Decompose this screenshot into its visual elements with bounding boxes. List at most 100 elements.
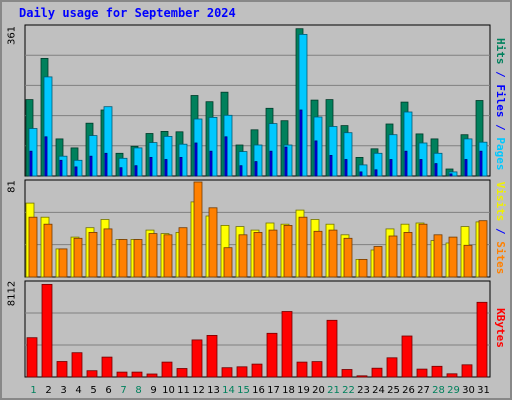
pages-bar — [403, 111, 413, 177]
sites-bar — [268, 229, 278, 278]
kbytes-bar — [476, 301, 488, 378]
files-bar — [479, 150, 483, 177]
files-bar — [254, 161, 258, 177]
pages-bar — [118, 157, 128, 177]
kbytes-bar — [446, 373, 458, 378]
sites-bar — [193, 181, 203, 278]
kbytes-bar — [296, 361, 308, 378]
pages-bar — [328, 126, 338, 177]
files-bar — [209, 150, 213, 177]
day-label: 21 — [327, 385, 340, 396]
files-bar — [449, 173, 453, 177]
files-bar — [89, 155, 93, 177]
sites-bar — [103, 228, 113, 278]
kbytes-bar — [221, 367, 233, 378]
pages-bar — [418, 142, 428, 177]
legend-segment: / — [494, 64, 507, 85]
pages-bar — [463, 138, 473, 177]
sites-bar — [373, 246, 383, 278]
kbytes-bar — [236, 366, 248, 378]
legend-segment: / — [494, 117, 507, 138]
hits-ymax-label: 361 — [6, 25, 18, 46]
visits-ymax-label: 81 — [6, 180, 18, 193]
day-label: 24 — [372, 385, 385, 396]
pages-bar — [73, 159, 83, 177]
files-bar — [44, 136, 48, 177]
day-label: 6 — [105, 385, 111, 396]
day-label: 17 — [267, 385, 280, 396]
legend-segment: Files — [494, 84, 507, 118]
kbytes-bar — [146, 373, 158, 378]
day-label: 5 — [90, 385, 96, 396]
kbytes-legend: KBytes — [493, 265, 507, 391]
files-bar — [389, 159, 393, 177]
files-bar — [344, 159, 348, 177]
files-bar — [179, 156, 183, 177]
day-label: 2 — [45, 385, 51, 396]
day-label: 16 — [252, 385, 265, 396]
kbytes-bar — [161, 361, 173, 378]
pages-bar — [238, 151, 248, 177]
kbytes-bar — [56, 361, 68, 378]
pages-bar — [163, 135, 173, 177]
pages-bar — [358, 164, 368, 177]
sites-bar — [223, 247, 233, 278]
day-label: 12 — [192, 385, 205, 396]
kbytes-bar — [101, 356, 113, 378]
day-label: 11 — [177, 385, 190, 396]
files-bar — [329, 154, 333, 177]
sites-bar — [358, 258, 368, 278]
day-label: 10 — [162, 385, 175, 396]
day-label: 31 — [477, 385, 490, 396]
sites-bar — [208, 207, 218, 278]
chart-panels — [24, 24, 491, 378]
files-bar — [134, 165, 138, 177]
kbytes-bar — [251, 363, 263, 378]
sites-bar — [478, 220, 488, 278]
pages-bar — [298, 34, 308, 177]
kbytes-bar — [266, 332, 278, 378]
pages-bar — [208, 117, 218, 177]
pages-bar — [133, 147, 143, 177]
kbytes-bar — [176, 368, 188, 378]
pages-bar — [373, 152, 383, 177]
legend-segment: Hits — [494, 38, 507, 65]
pages-bar — [88, 135, 98, 177]
pages-bar — [448, 171, 458, 177]
pages-bar — [193, 118, 203, 177]
kbytes-bar — [131, 371, 143, 378]
kbytes-bar — [41, 283, 53, 378]
day-label: 26 — [402, 385, 415, 396]
sites-bar — [133, 239, 143, 278]
kbytes-bar — [26, 337, 38, 378]
files-bar — [359, 171, 363, 177]
sites-bar — [148, 233, 158, 278]
files-bar — [299, 109, 303, 177]
files-bar — [284, 146, 288, 177]
sites-bar — [253, 231, 263, 278]
files-bar — [374, 169, 378, 177]
kbytes-bar — [371, 367, 383, 378]
kbytes-bar — [356, 375, 368, 378]
sites-bar — [448, 236, 458, 278]
files-bar — [29, 150, 33, 177]
day-label: 29 — [447, 385, 460, 396]
sites-bar — [463, 244, 473, 278]
day-label: 30 — [462, 385, 475, 396]
pages-bar — [478, 141, 488, 177]
files-bar — [269, 150, 273, 177]
kbytes-bar — [71, 352, 83, 378]
files-bar — [419, 159, 423, 177]
pages-bar — [283, 144, 293, 177]
hits-files-pages-legend: Hits / Files / Pages — [493, 38, 507, 171]
files-bar — [434, 163, 438, 177]
day-label: 9 — [150, 385, 156, 396]
kbytes-plot-area — [24, 280, 491, 378]
visits-panel — [24, 179, 491, 278]
kbytes-bar — [326, 319, 338, 378]
sites-bar — [73, 237, 83, 278]
pages-bar — [268, 123, 278, 177]
kbytes-bar — [341, 369, 353, 378]
day-label: 3 — [60, 385, 66, 396]
